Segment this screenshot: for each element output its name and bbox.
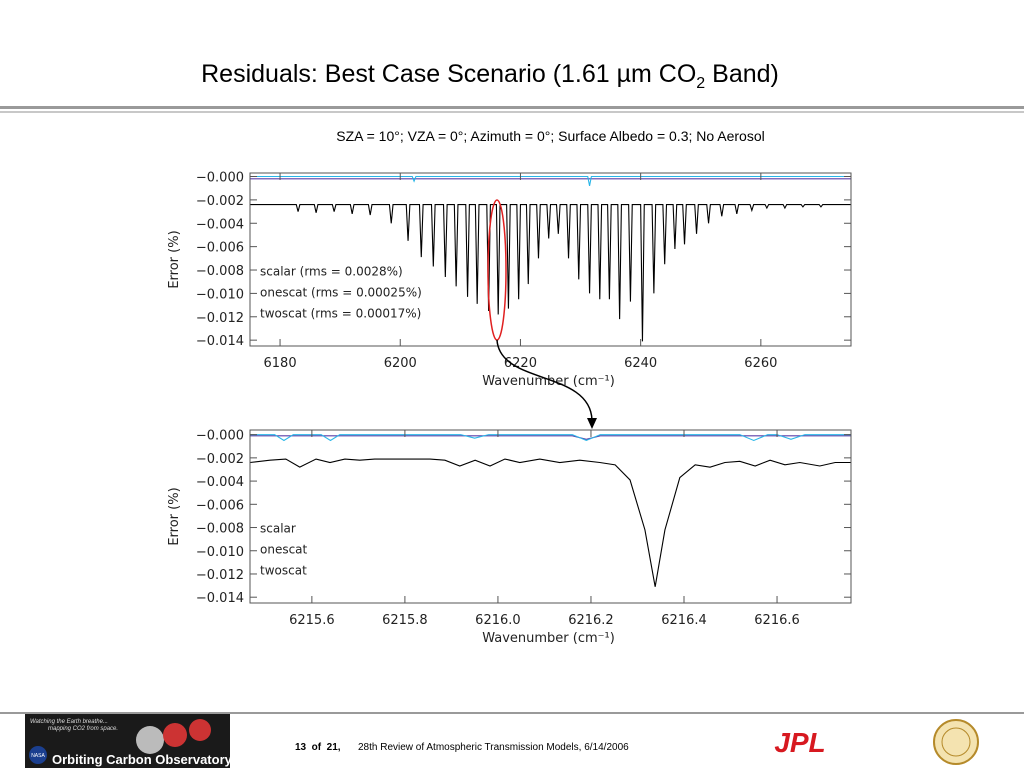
x-tick-label: 6216.6	[754, 613, 800, 628]
y-tick-label: −0.004	[196, 217, 244, 232]
y-axis-label: Error (%)	[167, 230, 182, 288]
logo-molecule	[136, 726, 164, 754]
plot-frame	[249, 172, 852, 347]
y-tick-label: −0.008	[196, 264, 244, 279]
series-line	[250, 458, 851, 587]
footer-rule	[0, 712, 1024, 714]
title-subscript: 2	[696, 75, 705, 92]
y-tick-label: −0.012	[196, 311, 244, 326]
header-rule	[0, 111, 1024, 113]
x-tick-label: 6260	[744, 356, 777, 371]
legend-label: scalar (rms = 0.0028%)	[260, 265, 403, 279]
y-axis-label: Error (%)	[167, 487, 182, 545]
header-rule	[0, 106, 1024, 109]
series-line	[250, 175, 851, 186]
footer-event: 28th Review of Atmospheric Transmission …	[358, 742, 629, 753]
legend-label: twoscat	[260, 564, 307, 578]
nasa-text: NASA	[31, 753, 45, 759]
legend-label: twoscat (rms = 0.00017%)	[260, 307, 421, 321]
x-tick-label: 6216.4	[661, 613, 707, 628]
x-tick-label: 6216.2	[568, 613, 614, 628]
chart-title: SZA = 10°; VZA = 0°; Azimuth = 0°; Surfa…	[336, 128, 765, 144]
arrow-head	[587, 418, 597, 429]
x-tick-label: 6216.0	[475, 613, 521, 628]
x-tick-label: 6215.8	[382, 613, 428, 628]
caltech-seal	[933, 719, 979, 765]
y-tick-label: −0.002	[196, 452, 244, 467]
slide-title: Residuals: Best Case Scenario (1.61 µm C…	[201, 60, 779, 92]
series-line	[250, 204, 851, 342]
logo-tagline: Watching the Earth breathe...	[30, 719, 108, 725]
logo-name: Orbiting Carbon Observatory	[52, 752, 233, 767]
plot-frame	[249, 429, 852, 604]
series-line	[250, 434, 851, 442]
page-number: 13 of 21,	[295, 742, 341, 753]
y-tick-label: −0.014	[196, 591, 244, 606]
y-tick-label: −0.010	[196, 545, 244, 560]
y-tick-label: −0.002	[196, 194, 244, 209]
zoom-arrow	[496, 339, 593, 421]
y-tick-label: −0.006	[196, 498, 244, 513]
legend-label: scalar	[260, 522, 296, 536]
y-tick-label: −0.000	[196, 429, 244, 444]
jpl-logo: JPL	[774, 727, 825, 758]
legend-label: onescat	[260, 543, 308, 557]
title-text: Residuals: Best Case Scenario (1.61 µm C…	[201, 60, 696, 88]
legend-label: onescat (rms = 0.00025%)	[260, 286, 422, 300]
y-tick-label: −0.014	[196, 334, 244, 349]
x-tick-label: 6240	[624, 356, 657, 371]
x-tick-label: 6220	[504, 356, 537, 371]
charts: SZA = 10°; VZA = 0°; Azimuth = 0°; Surfa…	[167, 128, 852, 646]
caltech-seal	[941, 727, 971, 757]
title-text: Band)	[705, 60, 779, 88]
x-axis-label: Wavenumber (cm⁻¹)	[482, 631, 615, 646]
logo-tagline: mapping CO2 from space.	[48, 726, 118, 732]
y-tick-label: −0.006	[196, 241, 244, 256]
y-tick-label: −0.000	[196, 171, 244, 186]
y-tick-label: −0.004	[196, 475, 244, 490]
x-tick-label: 6215.6	[289, 613, 335, 628]
y-tick-label: −0.010	[196, 287, 244, 302]
x-axis-label: Wavenumber (cm⁻¹)	[482, 374, 615, 389]
nasa-logo	[29, 746, 47, 764]
x-tick-label: 6200	[384, 356, 417, 371]
x-tick-label: 6180	[264, 356, 297, 371]
y-tick-label: −0.012	[196, 568, 244, 583]
logo-molecule	[163, 723, 187, 747]
y-tick-label: −0.008	[196, 522, 244, 537]
logo-molecule	[189, 719, 211, 741]
